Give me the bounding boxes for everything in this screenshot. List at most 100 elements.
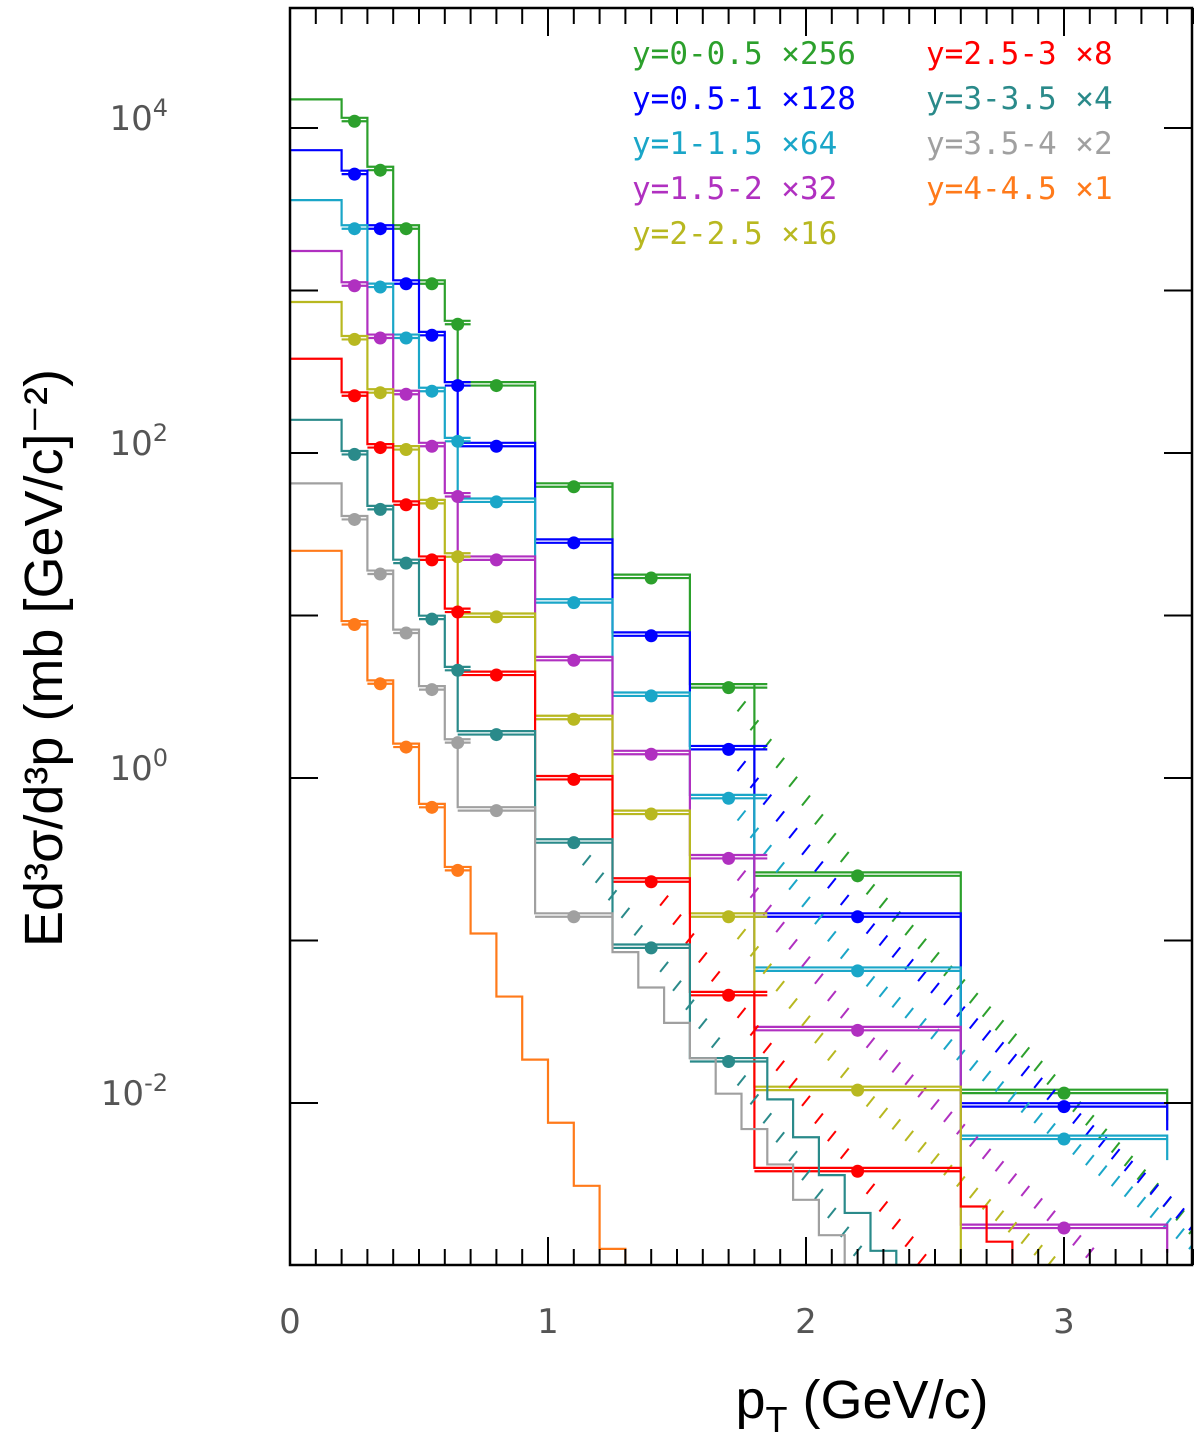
uncertainty-hatch xyxy=(981,1148,992,1160)
uncertainty-hatch xyxy=(749,887,760,899)
uncertainty-hatch xyxy=(1136,1169,1147,1181)
data-point xyxy=(489,495,503,509)
uncertainty-hatch xyxy=(827,1207,837,1219)
data-point xyxy=(425,439,439,453)
uncertainty-hatch xyxy=(981,1006,992,1018)
uncertainty-hatch xyxy=(710,1036,721,1049)
legend-entry: y=3.5-4 ×2 xyxy=(926,126,1113,162)
data-point xyxy=(644,571,658,585)
uncertainty-hatch xyxy=(904,1130,914,1142)
y-tick-label: 10-2 xyxy=(101,1069,168,1114)
x-tick-label: 3 xyxy=(1053,1302,1075,1342)
uncertainty-hatch xyxy=(891,1218,902,1230)
uncertainty-hatch xyxy=(736,869,747,882)
uncertainty-hatch xyxy=(1123,1185,1134,1198)
uncertainty-hatch xyxy=(775,1060,785,1072)
uncertainty-hatch xyxy=(1162,1217,1172,1229)
data-point xyxy=(567,480,581,494)
uncertainty-hatch xyxy=(788,1077,798,1089)
uncertainty-hatch xyxy=(878,1049,889,1061)
uncertainty-hatch xyxy=(930,1098,940,1111)
data-point xyxy=(722,742,736,756)
x-axis-title: pT (GeV/c) xyxy=(735,1370,988,1440)
uncertainty-hatch xyxy=(736,700,747,713)
uncertainty-hatch xyxy=(1175,1207,1185,1220)
uncertainty-hatch xyxy=(659,895,669,907)
uncertainty-hatch xyxy=(801,1015,811,1027)
uncertainty-hatch xyxy=(865,975,876,988)
uncertainty-hatch xyxy=(1149,1206,1160,1219)
uncertainty-hatch xyxy=(1033,1077,1043,1089)
uncertainty-hatch xyxy=(801,896,811,908)
data-point xyxy=(348,618,361,632)
data-point xyxy=(489,610,503,624)
uncertainty-hatch xyxy=(930,951,940,963)
uncertainty-hatch xyxy=(620,907,631,919)
uncertainty-hatch xyxy=(775,757,785,769)
data-point xyxy=(567,653,581,667)
data-point xyxy=(567,910,581,924)
uncertainty-hatch xyxy=(1020,1065,1031,1077)
legend-entry: y=2.5-3 ×8 xyxy=(926,36,1113,72)
uncertainty-hatch xyxy=(839,1007,850,1019)
model-step-line xyxy=(290,199,1169,1161)
uncertainty-hatch xyxy=(930,1153,940,1165)
uncertainty-hatch xyxy=(1007,1221,1018,1233)
uncertainty-hatch xyxy=(788,827,798,839)
legend: y=0-0.5 ×256 y=0.5-1 ×128 y=1-1.5 ×64 y=1.5… xyxy=(632,36,1113,252)
data-point xyxy=(348,222,361,236)
uncertainty-hatch xyxy=(943,994,953,1006)
data-point xyxy=(373,163,387,177)
uncertainty-hatch xyxy=(594,872,605,884)
uncertainty-hatch xyxy=(1072,1143,1082,1156)
uncertainty-hatch xyxy=(1033,1060,1043,1072)
uncertainty-hatch xyxy=(1097,1128,1108,1140)
uncertainty-hatch xyxy=(865,1183,876,1195)
data-point xyxy=(348,167,361,181)
data-point xyxy=(425,553,439,567)
data-point xyxy=(399,498,413,512)
uncertainty-hatch xyxy=(878,897,889,909)
uncertainty-hatch xyxy=(1085,1154,1095,1166)
data-point xyxy=(1057,1132,1071,1146)
data-point xyxy=(399,277,413,291)
data-point xyxy=(373,222,387,236)
data-point xyxy=(644,689,658,703)
uncertainty-hatch xyxy=(1072,1234,1082,1247)
x-tick-label: 2 xyxy=(795,1302,817,1342)
data-point xyxy=(1057,1086,1071,1100)
data-point xyxy=(722,851,736,865)
uncertainty-hatch xyxy=(788,997,798,1010)
data-point xyxy=(451,317,465,331)
data-point xyxy=(1057,1100,1071,1114)
data-point xyxy=(644,807,658,821)
uncertainty-hatch xyxy=(878,1200,889,1213)
uncertainty-hatch xyxy=(749,945,760,958)
uncertainty-hatch xyxy=(685,932,695,945)
data-point xyxy=(425,612,439,626)
uncertainty-hatch xyxy=(839,894,850,906)
uncertainty-hatch xyxy=(878,1107,889,1119)
uncertainty-hatch xyxy=(1072,1112,1082,1125)
uncertainty-hatch xyxy=(1110,1141,1121,1154)
uncertainty-hatch xyxy=(762,1042,773,1054)
uncertainty-hatch xyxy=(1110,1175,1121,1187)
uncertainty-hatch xyxy=(775,861,785,873)
uncertainty-hatch xyxy=(1175,1209,1185,1221)
uncertainty-hatch xyxy=(865,883,876,896)
data-point xyxy=(1058,1266,1071,1279)
data-point xyxy=(644,875,658,889)
uncertainty-hatch xyxy=(736,928,747,940)
uncertainty-hatch xyxy=(801,955,811,968)
data-point xyxy=(425,683,439,697)
data-point xyxy=(489,668,503,682)
data-point xyxy=(722,988,736,1002)
uncertainty-hatch xyxy=(994,1080,1005,1093)
data-point xyxy=(489,439,503,453)
data-point xyxy=(489,379,503,393)
data-point xyxy=(373,567,387,581)
uncertainty-hatch xyxy=(994,1210,1005,1222)
legend-entry: y=2-2.5 ×16 xyxy=(632,216,837,252)
data-point xyxy=(451,605,465,619)
uncertainty-hatch xyxy=(736,1074,747,1087)
